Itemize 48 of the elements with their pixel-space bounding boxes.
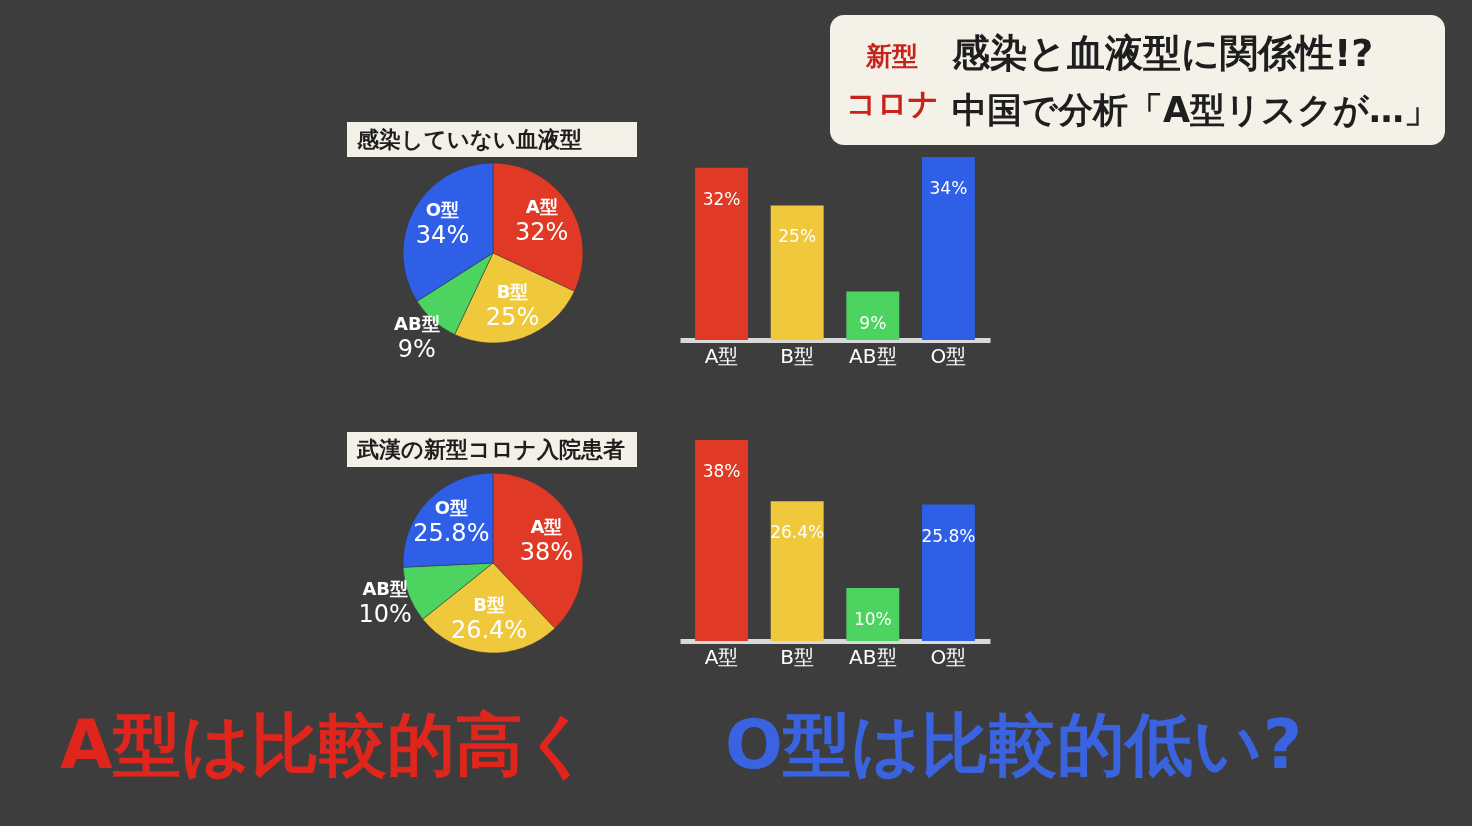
data-label: 25.8% — [413, 519, 490, 548]
slice-label: AB型 — [393, 313, 440, 335]
bar — [770, 501, 824, 641]
text: 感染と血液型に関係性!? — [951, 31, 1374, 75]
data-label: 25% — [778, 226, 817, 247]
x-tick-label: O型 — [930, 644, 967, 669]
data-label: 32% — [514, 218, 569, 247]
data-label: 34% — [415, 221, 470, 250]
text: 中国で分析「A型リスクが…」 — [952, 90, 1440, 130]
data-label: 9% — [397, 335, 436, 364]
data-label: 34% — [929, 178, 968, 198]
bar — [846, 291, 900, 340]
text: A型は比較的高く — [60, 705, 593, 784]
slice-label: O型 — [434, 497, 468, 519]
x-tick-label: A型 — [704, 644, 739, 669]
data-label: 32% — [702, 188, 741, 209]
data-label: 10% — [358, 599, 412, 628]
data-label: 25% — [485, 303, 540, 332]
text: 新型 — [865, 41, 918, 71]
text: O型は比較的低い? — [725, 705, 1303, 784]
data-label: 38% — [519, 537, 574, 566]
slice-label: A型 — [525, 196, 558, 218]
slice-label: A型 — [530, 515, 563, 537]
bar — [695, 167, 749, 340]
bar — [695, 440, 749, 641]
x-tick-label: B型 — [780, 644, 815, 669]
data-label: 9% — [859, 312, 887, 333]
slice-label: AB型 — [362, 577, 409, 599]
x-tick-label: AB型 — [849, 644, 897, 669]
bar — [846, 588, 900, 641]
data-label: 38% — [702, 461, 741, 481]
slice-label: O型 — [425, 199, 460, 221]
text: コロナ — [845, 86, 939, 121]
data-label: 10% — [853, 609, 892, 630]
x-tick-label: AB型 — [849, 343, 897, 368]
x-tick-label: A型 — [704, 343, 739, 368]
data-label: 25.8% — [921, 525, 976, 546]
bar — [770, 205, 824, 340]
slice-label: B型 — [473, 594, 505, 616]
chart-title: 感染していない血液型 — [356, 126, 582, 152]
x-tick-label: O型 — [930, 343, 967, 368]
data-label: 26.4% — [450, 616, 528, 645]
chart-title: 武漢の新型コロナ入院患者 — [356, 436, 625, 462]
bar — [921, 504, 975, 641]
bar — [921, 157, 975, 340]
x-tick-label: B型 — [780, 343, 815, 368]
data-label: 26.4% — [770, 522, 825, 543]
slice-label: B型 — [496, 281, 529, 303]
